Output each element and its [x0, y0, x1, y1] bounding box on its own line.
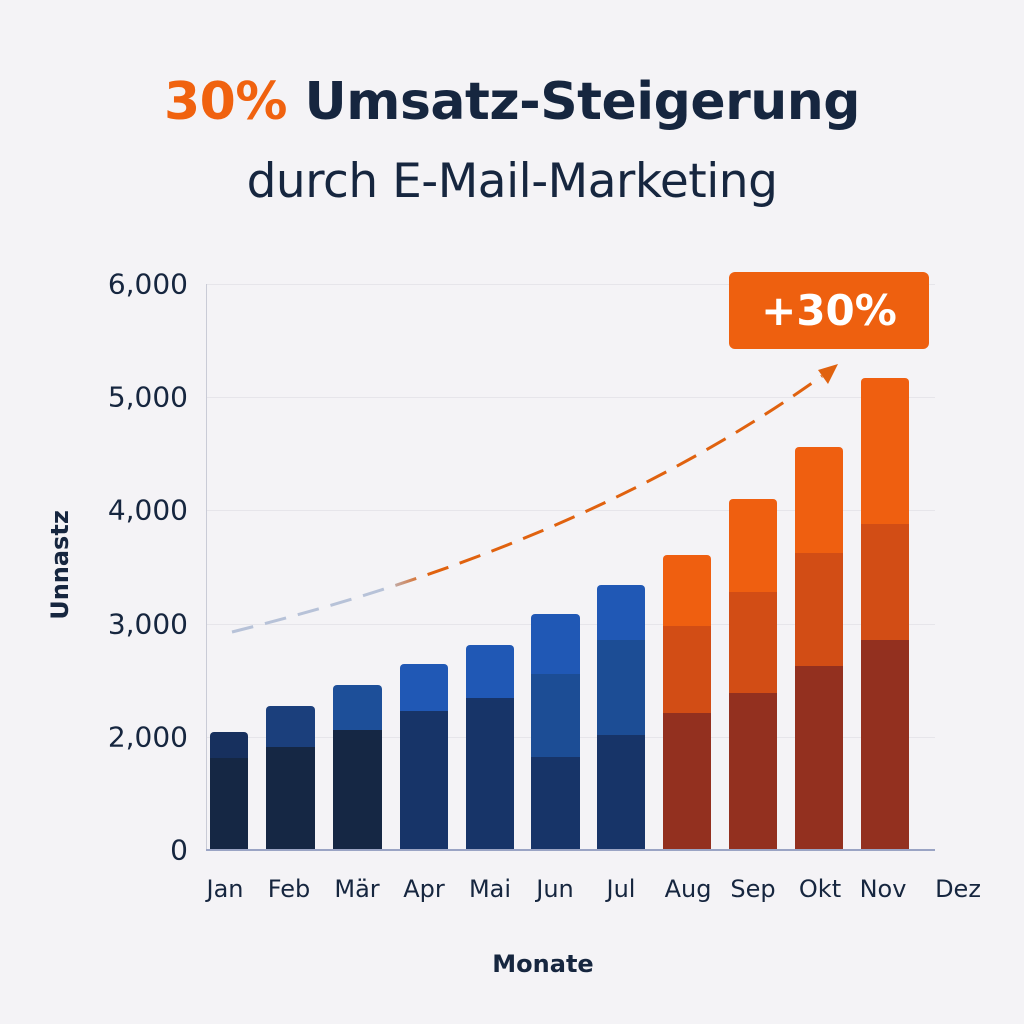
bar-segment — [531, 673, 580, 757]
x-tick-label: Sep — [730, 875, 776, 903]
x-tick-label: Mär — [334, 875, 380, 903]
y-tick-label: 6,000 — [107, 267, 188, 301]
bar-segment — [210, 757, 248, 850]
x-tick-label: Jun — [536, 875, 574, 903]
bar-segment — [663, 554, 711, 626]
bar-segment — [861, 377, 909, 524]
bar-segment — [266, 747, 315, 850]
bar-segment — [210, 732, 248, 758]
x-tick-label: Feb — [267, 875, 311, 903]
x-tick-label: Apr — [403, 875, 445, 903]
bar-segment — [466, 645, 514, 699]
bar-jun — [531, 613, 580, 850]
gridline — [207, 510, 935, 512]
gridline — [207, 283, 935, 285]
gridline — [207, 397, 935, 399]
x-tick-label: Mai — [468, 875, 512, 903]
bar-segment — [597, 585, 645, 640]
bar-segment — [663, 625, 711, 714]
y-axis-line — [206, 284, 207, 850]
title-accent: 30% — [163, 72, 287, 132]
bar-segment — [531, 613, 580, 674]
bar-aug — [663, 554, 711, 850]
trend-line — [231, 374, 823, 634]
bar-segment — [729, 591, 777, 693]
x-axis-label: Monate — [492, 950, 594, 978]
bar-segment — [400, 664, 448, 711]
y-tick-label: 4,000 — [107, 493, 188, 527]
bar-mai — [466, 645, 514, 850]
growth-badge: +30% — [729, 272, 929, 349]
y-tick-label: 5,000 — [107, 380, 188, 414]
bar-segment — [795, 446, 843, 554]
y-tick-label: 3,000 — [107, 607, 188, 641]
x-tick-label: Okt — [798, 875, 842, 903]
x-tick-label: Jul — [606, 875, 636, 903]
x-tick-label: Aug — [664, 875, 712, 903]
chart-title: 30% Umsatz-Steigerung — [0, 72, 1024, 132]
bar-segment — [861, 639, 909, 850]
x-axis-line — [206, 849, 935, 851]
bar-segment — [729, 499, 777, 592]
bar-segment — [333, 730, 382, 850]
x-tick-label: Dez — [935, 875, 981, 903]
arrowhead-icon — [818, 364, 838, 384]
title-rest: Umsatz-Steigerung — [286, 72, 861, 132]
x-tick-label: Nov — [859, 875, 907, 903]
bar-jul — [597, 585, 645, 850]
bar-segment — [597, 734, 645, 850]
bar-segment — [531, 756, 580, 850]
bar-feb — [266, 706, 315, 850]
bar-nov — [861, 377, 909, 850]
bar-sep — [729, 499, 777, 850]
y-tick-label: 2,000 — [107, 720, 188, 754]
bar-mär — [333, 684, 382, 850]
bar-okt — [795, 446, 843, 850]
bar-segment — [861, 523, 909, 640]
bar-segment — [400, 710, 448, 850]
bar-segment — [729, 692, 777, 850]
bar-segment — [795, 553, 843, 666]
bar-segment — [333, 684, 382, 731]
bar-segment — [597, 639, 645, 735]
bar-segment — [266, 706, 315, 748]
x-tick-label: Jan — [206, 875, 244, 903]
bar-apr — [400, 664, 448, 850]
bar-segment — [466, 698, 514, 850]
bar-segment — [663, 713, 711, 850]
y-tick-label: 0 — [170, 833, 188, 867]
chart-subtitle: durch E-Mail-Marketing — [246, 154, 778, 209]
bar-segment — [795, 665, 843, 850]
bar-jan — [210, 732, 248, 850]
